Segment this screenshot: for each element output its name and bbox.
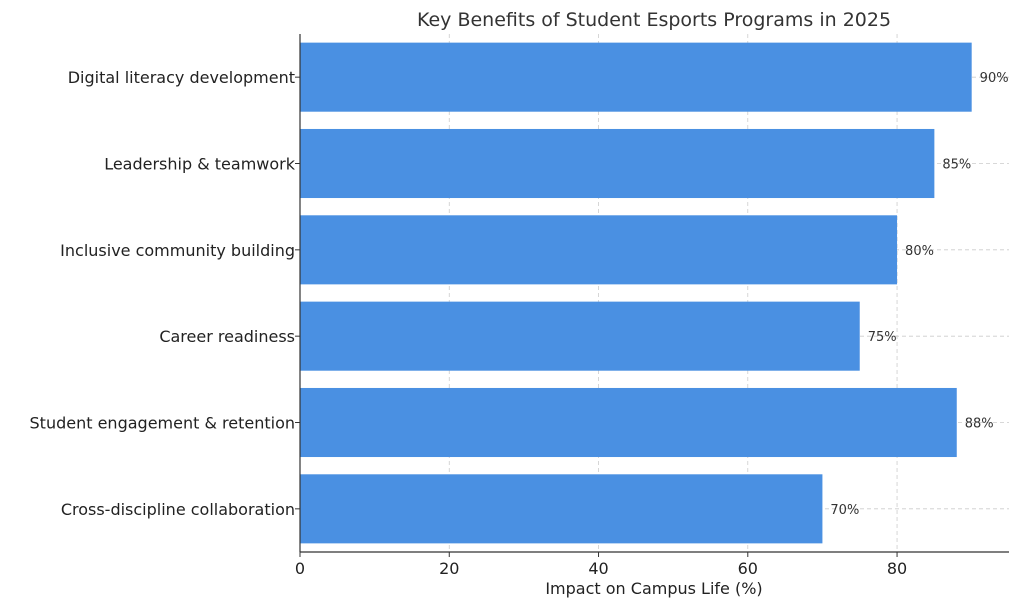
bar-value-label: 90% bbox=[980, 71, 1009, 86]
chart-title: Key Benefits of Student Esports Programs… bbox=[417, 9, 891, 31]
x-ticks: 0 20 40 60 80 bbox=[295, 76, 907, 578]
bar bbox=[300, 215, 898, 285]
value-labels: 90% 85% 80% 75% 88% 70% bbox=[830, 71, 1008, 518]
category-label: Student engagement & retention bbox=[30, 414, 295, 433]
bar-value-label: 80% bbox=[905, 244, 934, 259]
category-label: Cross-discipline collaboration bbox=[61, 500, 295, 519]
category-label: Career readiness bbox=[159, 327, 295, 346]
bar bbox=[300, 387, 957, 458]
category-label: Digital literacy development bbox=[68, 68, 295, 87]
x-tick-label: 0 bbox=[295, 559, 305, 578]
bar-value-label: 75% bbox=[868, 330, 897, 345]
bar-value-label: 70% bbox=[830, 503, 859, 518]
bar bbox=[300, 301, 860, 371]
bar bbox=[300, 42, 972, 112]
bar-value-label: 88% bbox=[965, 417, 994, 432]
x-tick-label: 80 bbox=[887, 559, 907, 578]
category-label: Inclusive community building bbox=[60, 241, 295, 260]
x-axis-label: Impact on Campus Life (%) bbox=[545, 579, 762, 598]
x-tick-label: 40 bbox=[588, 559, 608, 578]
bars bbox=[300, 42, 972, 544]
category-labels: Digital literacy development Leadership &… bbox=[30, 68, 296, 519]
axes bbox=[299, 34, 1009, 553]
x-tick-label: 20 bbox=[439, 559, 459, 578]
category-label: Leadership & teamwork bbox=[104, 155, 296, 174]
bar-value-label: 85% bbox=[942, 158, 971, 173]
bar bbox=[300, 474, 823, 544]
bar bbox=[300, 128, 935, 199]
x-tick-label: 60 bbox=[738, 559, 758, 578]
